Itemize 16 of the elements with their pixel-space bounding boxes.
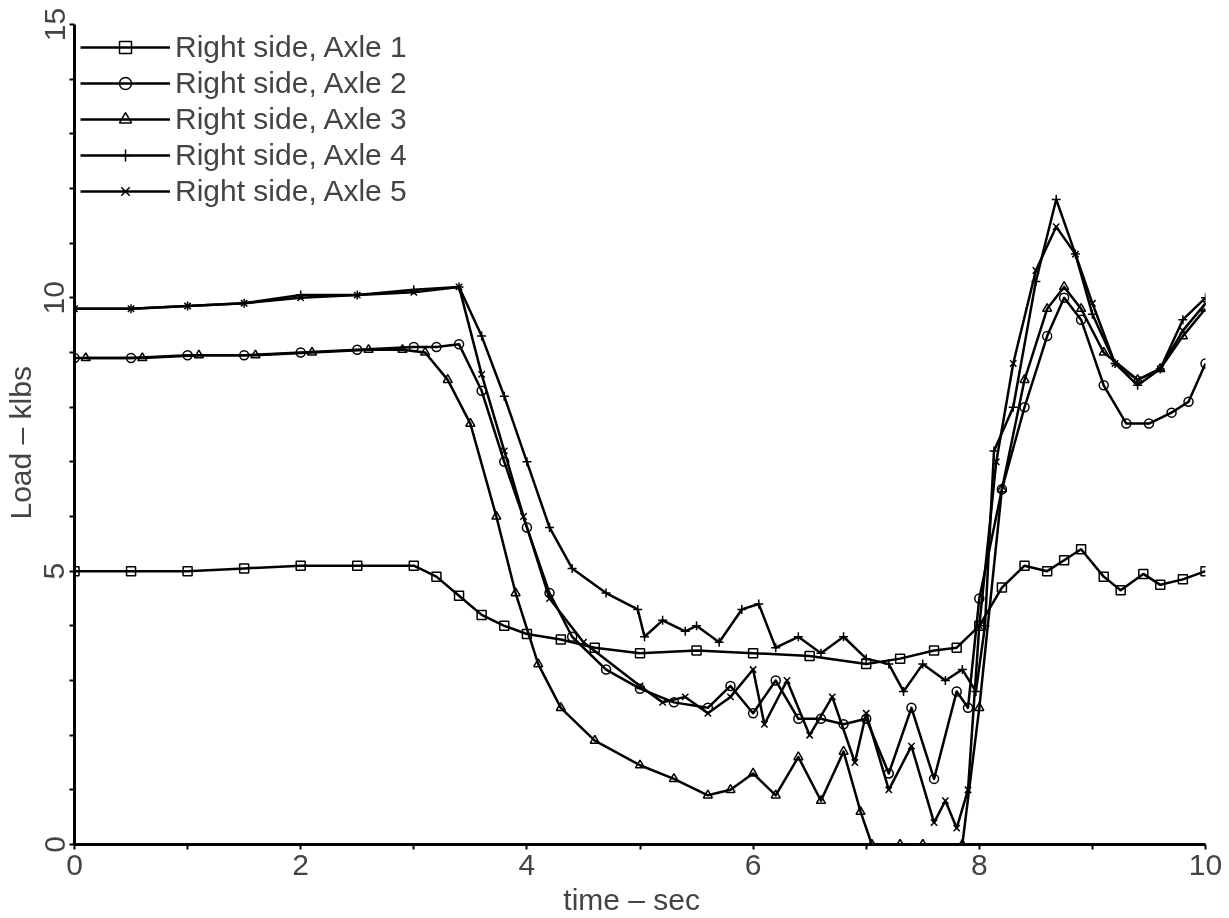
y-tick-label: 15 xyxy=(37,7,71,42)
legend-label: Right side, Axle 2 xyxy=(175,66,407,100)
legend-label: Right side, Axle 4 xyxy=(175,138,407,172)
y-tick-label: 0 xyxy=(37,836,71,853)
x-tick-label: 6 xyxy=(744,847,762,881)
x-tick-label: 4 xyxy=(518,847,536,881)
legend-label: Right side, Axle 1 xyxy=(175,30,407,64)
x-axis-title: time – sec xyxy=(563,882,701,916)
x-tick-label: 2 xyxy=(292,847,310,881)
legend-label: Right side, Axle 3 xyxy=(175,102,407,136)
x-tick-label: 8 xyxy=(970,847,988,881)
legend-label: Right side, Axle 5 xyxy=(175,174,407,208)
y-tick-label: 5 xyxy=(37,562,71,580)
y-tick-label: 10 xyxy=(37,281,71,315)
y-axis-title: Load – klbs xyxy=(3,366,37,520)
x-tick-label: 10 xyxy=(1188,847,1223,881)
